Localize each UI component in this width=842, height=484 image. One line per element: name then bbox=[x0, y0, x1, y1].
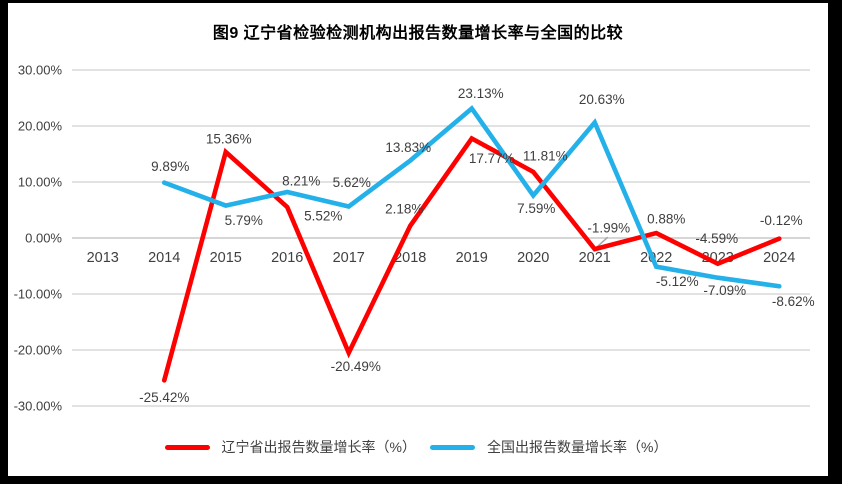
y-axis-tick-label: -20.00% bbox=[14, 343, 63, 358]
legend-swatch-red-line bbox=[164, 444, 210, 450]
x-axis-year-label: 2016 bbox=[271, 250, 303, 266]
y-axis-tick-label: 20.00% bbox=[18, 119, 63, 134]
data-label: 8.21% bbox=[282, 174, 320, 189]
series-line-national bbox=[161, 105, 782, 289]
legend-swatch-blue-line bbox=[430, 444, 475, 450]
data-label: 9.89% bbox=[151, 159, 189, 174]
data-label: 15.36% bbox=[206, 131, 252, 146]
series-line-liaoning bbox=[161, 135, 782, 383]
y-axis-tick-label: 0.00% bbox=[25, 231, 62, 246]
legend-label-liaoning: 辽宁省出报告数量增长率（%） bbox=[221, 439, 416, 455]
data-label: 11.81% bbox=[523, 148, 568, 163]
data-label: -25.42% bbox=[139, 390, 189, 405]
data-label: -1.99% bbox=[587, 221, 630, 236]
x-axis-year-label: 2019 bbox=[456, 250, 488, 266]
data-label: 5.52% bbox=[304, 209, 342, 224]
data-label: 2.18% bbox=[385, 201, 423, 216]
data-label: 5.79% bbox=[225, 213, 263, 228]
data-label: 7.59% bbox=[517, 201, 555, 216]
data-label: 17.77% bbox=[469, 151, 515, 166]
data-label-leader-line bbox=[596, 236, 609, 248]
data-label: -20.49% bbox=[331, 359, 381, 374]
x-axis-year-label: 2022 bbox=[640, 250, 672, 266]
data-label: 13.83% bbox=[385, 140, 431, 155]
data-label: -8.62% bbox=[772, 294, 815, 309]
chart-canvas bbox=[8, 3, 828, 476]
data-label: -0.12% bbox=[760, 213, 803, 228]
legend-item-liaoning: 辽宁省出报告数量增长率（%） bbox=[164, 437, 416, 457]
data-label: 5.62% bbox=[333, 175, 371, 190]
legend-label-national: 全国出报告数量增长率（%） bbox=[487, 439, 668, 455]
x-axis-year-label: 2017 bbox=[333, 250, 365, 266]
x-axis-year-label: 2020 bbox=[517, 250, 549, 266]
data-label: -7.09% bbox=[703, 283, 746, 298]
data-label: -5.12% bbox=[656, 274, 699, 289]
data-label: -4.59% bbox=[695, 231, 738, 246]
y-axis-tick-label: 30.00% bbox=[18, 63, 63, 78]
x-axis-year-label: 2015 bbox=[210, 250, 242, 266]
chart-title: 图9 辽宁省检验检测机构出报告数量增长率与全国的比较 bbox=[212, 25, 624, 42]
data-label: 0.88% bbox=[647, 212, 685, 227]
x-axis-year-label: 2024 bbox=[763, 250, 795, 266]
x-axis-year-label: 2013 bbox=[87, 250, 119, 266]
data-label: 23.13% bbox=[458, 86, 504, 101]
legend-item-national: 全国出报告数量增长率（%） bbox=[430, 437, 667, 457]
chart-legend: 辽宁省出报告数量增长率（%） 全国出报告数量增长率（%） bbox=[0, 437, 832, 457]
x-axis-year-label: 2014 bbox=[148, 250, 180, 266]
y-axis-tick-label: 10.00% bbox=[18, 175, 63, 190]
data-label: 20.63% bbox=[579, 92, 625, 107]
x-axis-year-label: 2018 bbox=[394, 250, 426, 266]
y-axis-tick-label: -30.00% bbox=[14, 399, 63, 414]
y-axis-tick-label: -10.00% bbox=[14, 287, 63, 302]
x-axis-year-label: 2021 bbox=[579, 250, 611, 266]
